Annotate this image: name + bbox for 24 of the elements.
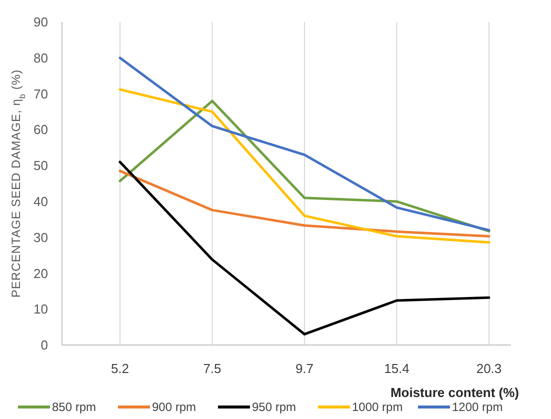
- x-axis-title: Moisture content (%): [390, 385, 519, 400]
- legend-label: 900 rpm: [152, 400, 196, 414]
- legend-label: 1000 rpm: [352, 400, 403, 414]
- legend-label: 850 rpm: [52, 400, 96, 414]
- y-tick-label: 0: [40, 338, 48, 353]
- line-series: [118, 170, 490, 238]
- line-series: [118, 56, 490, 232]
- legend-label: 1200 rpm: [452, 400, 503, 414]
- y-tick-label: 20: [34, 266, 48, 281]
- y-tick-label: 10: [34, 302, 48, 317]
- y-tick-label: 80: [34, 50, 48, 66]
- y-tick-label: 50: [34, 158, 48, 174]
- y-tick-label: 60: [34, 122, 48, 138]
- x-tick-label: 15.4: [384, 361, 410, 376]
- y-tick-label: 40: [34, 194, 48, 209]
- y-tick-label: 70: [34, 86, 48, 102]
- x-tick-label: 20.3: [476, 361, 502, 376]
- legend-label: 950 rpm: [252, 400, 296, 414]
- x-tick-label: 9.7: [295, 361, 314, 376]
- y-tick-label: 30: [34, 230, 48, 245]
- line-series: [118, 160, 490, 336]
- x-tick-label: 7.5: [203, 361, 222, 376]
- y-tick-label: 90: [34, 14, 48, 30]
- x-tick-label: 5.2: [110, 361, 130, 376]
